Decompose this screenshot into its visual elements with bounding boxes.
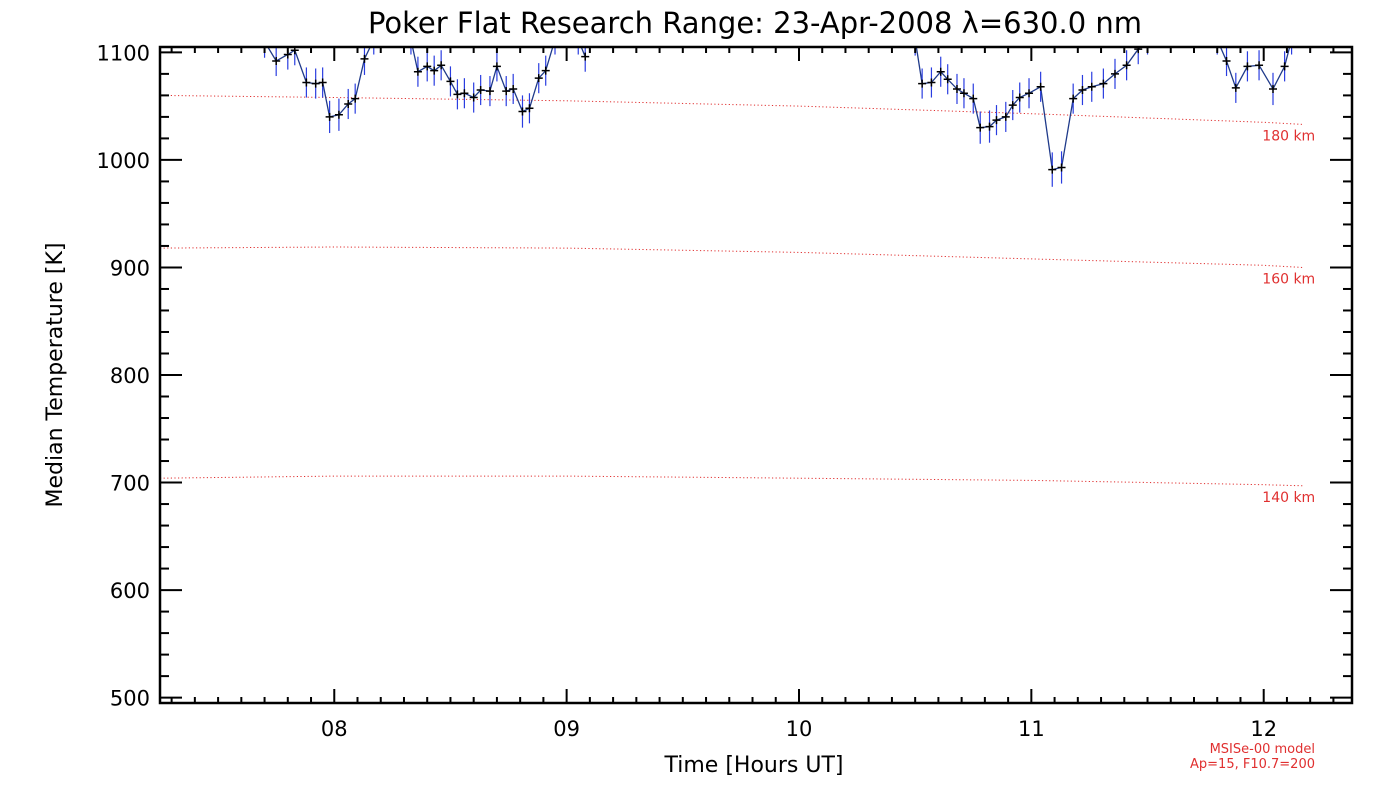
data-point-19 bbox=[453, 90, 462, 99]
data-point-62 bbox=[1231, 83, 1240, 92]
model-label-140-km: 140 km bbox=[1262, 490, 1315, 506]
data-point-58 bbox=[1134, 47, 1143, 54]
data-point-55 bbox=[1099, 79, 1108, 88]
x-tick-label-12: 12 bbox=[1250, 717, 1277, 741]
data-point-10 bbox=[351, 94, 360, 103]
model-label-160-km: 160 km bbox=[1262, 271, 1315, 287]
data-point-9 bbox=[344, 99, 353, 108]
x-axis-label: Time [Hours UT] bbox=[664, 753, 844, 778]
data-point-65 bbox=[1269, 84, 1277, 93]
data-point-44 bbox=[992, 116, 1001, 125]
data-point-49 bbox=[1036, 82, 1045, 91]
model-curves bbox=[160, 94, 1304, 487]
data-point-56 bbox=[1110, 69, 1119, 78]
plot-frame bbox=[158, 45, 1354, 705]
model-curve-160-km bbox=[160, 246, 1304, 268]
data-point-47 bbox=[1015, 93, 1024, 102]
x-tick-label-08: 08 bbox=[321, 717, 348, 741]
data-point-5 bbox=[311, 79, 320, 88]
y-tick-label-1100: 1100 bbox=[97, 41, 150, 65]
data-point-67 bbox=[1288, 35, 1296, 43]
data-point-46 bbox=[1008, 101, 1017, 110]
data-point-7 bbox=[325, 112, 334, 121]
data-line-segment-3 bbox=[1219, 47, 1291, 91]
data-point-60 bbox=[1213, 35, 1221, 43]
data-point-6 bbox=[318, 78, 327, 87]
data-point-17 bbox=[437, 61, 446, 70]
data-point-18 bbox=[446, 77, 455, 86]
data-point-43 bbox=[985, 122, 994, 131]
data-point-26 bbox=[509, 84, 518, 93]
data-point-57 bbox=[1122, 61, 1131, 70]
axes: 08 09 10 11 12 500 600 700 800 900 1000 1100 bbox=[97, 41, 1354, 741]
data-point-41 bbox=[969, 94, 978, 103]
y-tick-label-500: 500 bbox=[110, 687, 150, 711]
data-point-51 bbox=[1057, 163, 1066, 172]
data-point-21 bbox=[469, 93, 478, 102]
data-point-33 bbox=[581, 52, 590, 61]
data-point-8 bbox=[334, 110, 343, 119]
chart-title: Poker Flat Research Range: 23-Apr-2008 λ… bbox=[368, 6, 1142, 40]
data-point-38 bbox=[943, 75, 952, 84]
model-note-line-1: MSISe-00 model bbox=[1210, 742, 1315, 757]
data-point-36 bbox=[927, 78, 936, 87]
data-point-35 bbox=[918, 79, 927, 88]
y-tick-label-900: 900 bbox=[110, 256, 150, 280]
data-point-28 bbox=[525, 104, 534, 113]
y-tick-label-700: 700 bbox=[110, 472, 150, 496]
data-point-22 bbox=[476, 86, 485, 95]
data-point-29 bbox=[534, 74, 543, 83]
data-point-1 bbox=[272, 56, 281, 65]
data-point-52 bbox=[1069, 94, 1078, 103]
model-note-line-2: Ap=15, F10.7=200 bbox=[1190, 757, 1315, 772]
model-curve-180-km bbox=[160, 94, 1304, 125]
data-point-45 bbox=[1001, 112, 1010, 121]
data-point-40 bbox=[959, 89, 968, 98]
data-point-23 bbox=[485, 87, 494, 96]
y-tick-label-800: 800 bbox=[110, 364, 150, 388]
data-point-54 bbox=[1087, 82, 1096, 91]
data-point-61 bbox=[1222, 56, 1231, 65]
y-tick-label-600: 600 bbox=[110, 579, 150, 603]
data-point-0 bbox=[261, 38, 269, 46]
data-point-30 bbox=[541, 66, 550, 75]
data-point-20 bbox=[460, 89, 469, 98]
data-series bbox=[261, 35, 1296, 187]
data-point-48 bbox=[1025, 89, 1034, 98]
data-point-63 bbox=[1243, 62, 1252, 71]
model-label-180-km: 180 km bbox=[1262, 128, 1315, 144]
data-point-14 bbox=[413, 67, 422, 76]
data-point-4 bbox=[302, 78, 311, 87]
data-point-59 bbox=[1144, 35, 1152, 43]
data-point-50 bbox=[1048, 165, 1057, 174]
data-point-64 bbox=[1255, 61, 1264, 70]
data-point-15 bbox=[423, 62, 432, 71]
y-axis-label: Median Temperature [K] bbox=[43, 243, 68, 508]
data-point-66 bbox=[1280, 62, 1289, 71]
data-point-24 bbox=[492, 62, 501, 71]
data-point-16 bbox=[430, 66, 439, 75]
data-point-53 bbox=[1078, 86, 1087, 95]
x-tick-label-11: 11 bbox=[1018, 717, 1045, 741]
model-curve-140-km bbox=[160, 475, 1304, 487]
data-line-segment-1 bbox=[411, 47, 586, 113]
x-tick-label-10: 10 bbox=[786, 717, 813, 741]
data-point-11 bbox=[360, 54, 369, 63]
data-point-27 bbox=[518, 107, 527, 116]
y-tick-label-1000: 1000 bbox=[97, 149, 150, 173]
data-point-42 bbox=[976, 123, 985, 132]
data-point-39 bbox=[952, 84, 961, 93]
x-tick-label-09: 09 bbox=[553, 717, 580, 741]
data-point-25 bbox=[502, 87, 511, 96]
data-point-37 bbox=[936, 67, 945, 76]
